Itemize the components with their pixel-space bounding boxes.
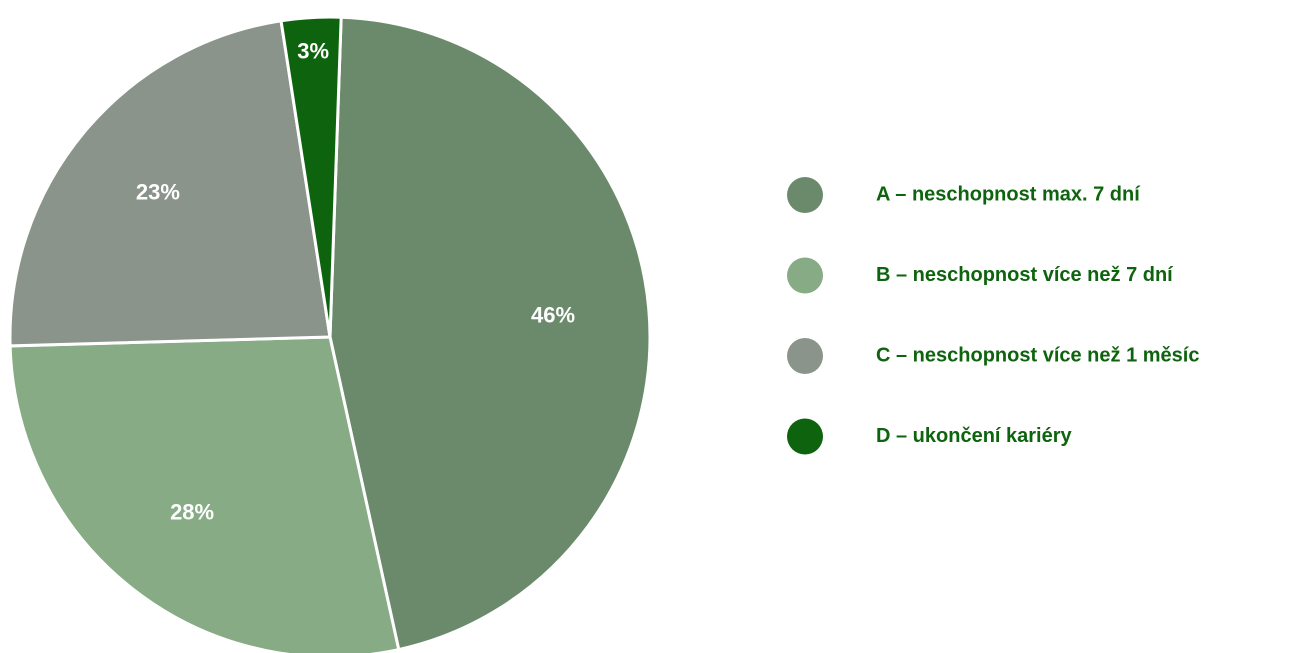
- slice-label: 23%: [136, 179, 180, 204]
- pie-slice: [279, 15, 343, 338]
- slice-label: 46%: [531, 303, 575, 328]
- pie-slice: [8, 19, 332, 348]
- legend-label: B – neschopnost více než 7 dní: [876, 264, 1174, 286]
- pie-slice: [328, 15, 652, 652]
- legend-label: A – neschopnost max. 7 dní: [876, 183, 1141, 205]
- legend-marker: [787, 257, 823, 294]
- legend-marker: [787, 338, 823, 374]
- legend-marker: [787, 418, 823, 455]
- legend-label: D – ukončení kariéry: [876, 425, 1073, 447]
- legend-marker: [787, 177, 823, 213]
- slice-label: 3%: [297, 39, 329, 64]
- pie-slice: [8, 335, 401, 653]
- legend-label: C – neschopnost více než 1 měsíc: [876, 344, 1199, 366]
- slice-label: 28%: [170, 499, 214, 524]
